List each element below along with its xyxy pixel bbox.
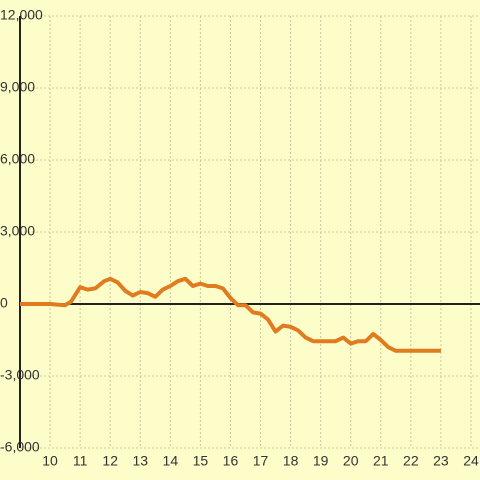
x-tick-label: 19 bbox=[313, 453, 329, 469]
y-tick-label: 3,000 bbox=[0, 223, 35, 239]
x-tick-label: 24 bbox=[463, 453, 479, 469]
x-tick-label: 23 bbox=[433, 453, 449, 469]
x-tick-label: 17 bbox=[253, 453, 269, 469]
x-tick-label: 21 bbox=[373, 453, 389, 469]
data-line bbox=[20, 276, 441, 353]
y-tick-label: 0 bbox=[0, 295, 8, 311]
x-tick-label: 13 bbox=[132, 453, 148, 469]
x-tick-label: 12 bbox=[102, 453, 118, 469]
x-tick-label: 15 bbox=[193, 453, 209, 469]
x-tick-label: 11 bbox=[73, 453, 88, 469]
y-tick-label: 12,000 bbox=[0, 7, 43, 23]
x-tick-label: 20 bbox=[343, 453, 359, 469]
x-tick-label: 18 bbox=[283, 453, 299, 469]
y-tick-label: 6,000 bbox=[0, 151, 35, 167]
x-tick-label: 16 bbox=[223, 453, 239, 469]
y-tick-label: 9,000 bbox=[0, 79, 35, 95]
x-tick-label: 14 bbox=[163, 453, 179, 469]
x-tick-label: 22 bbox=[403, 453, 419, 469]
x-tick-label: 10 bbox=[42, 453, 58, 469]
